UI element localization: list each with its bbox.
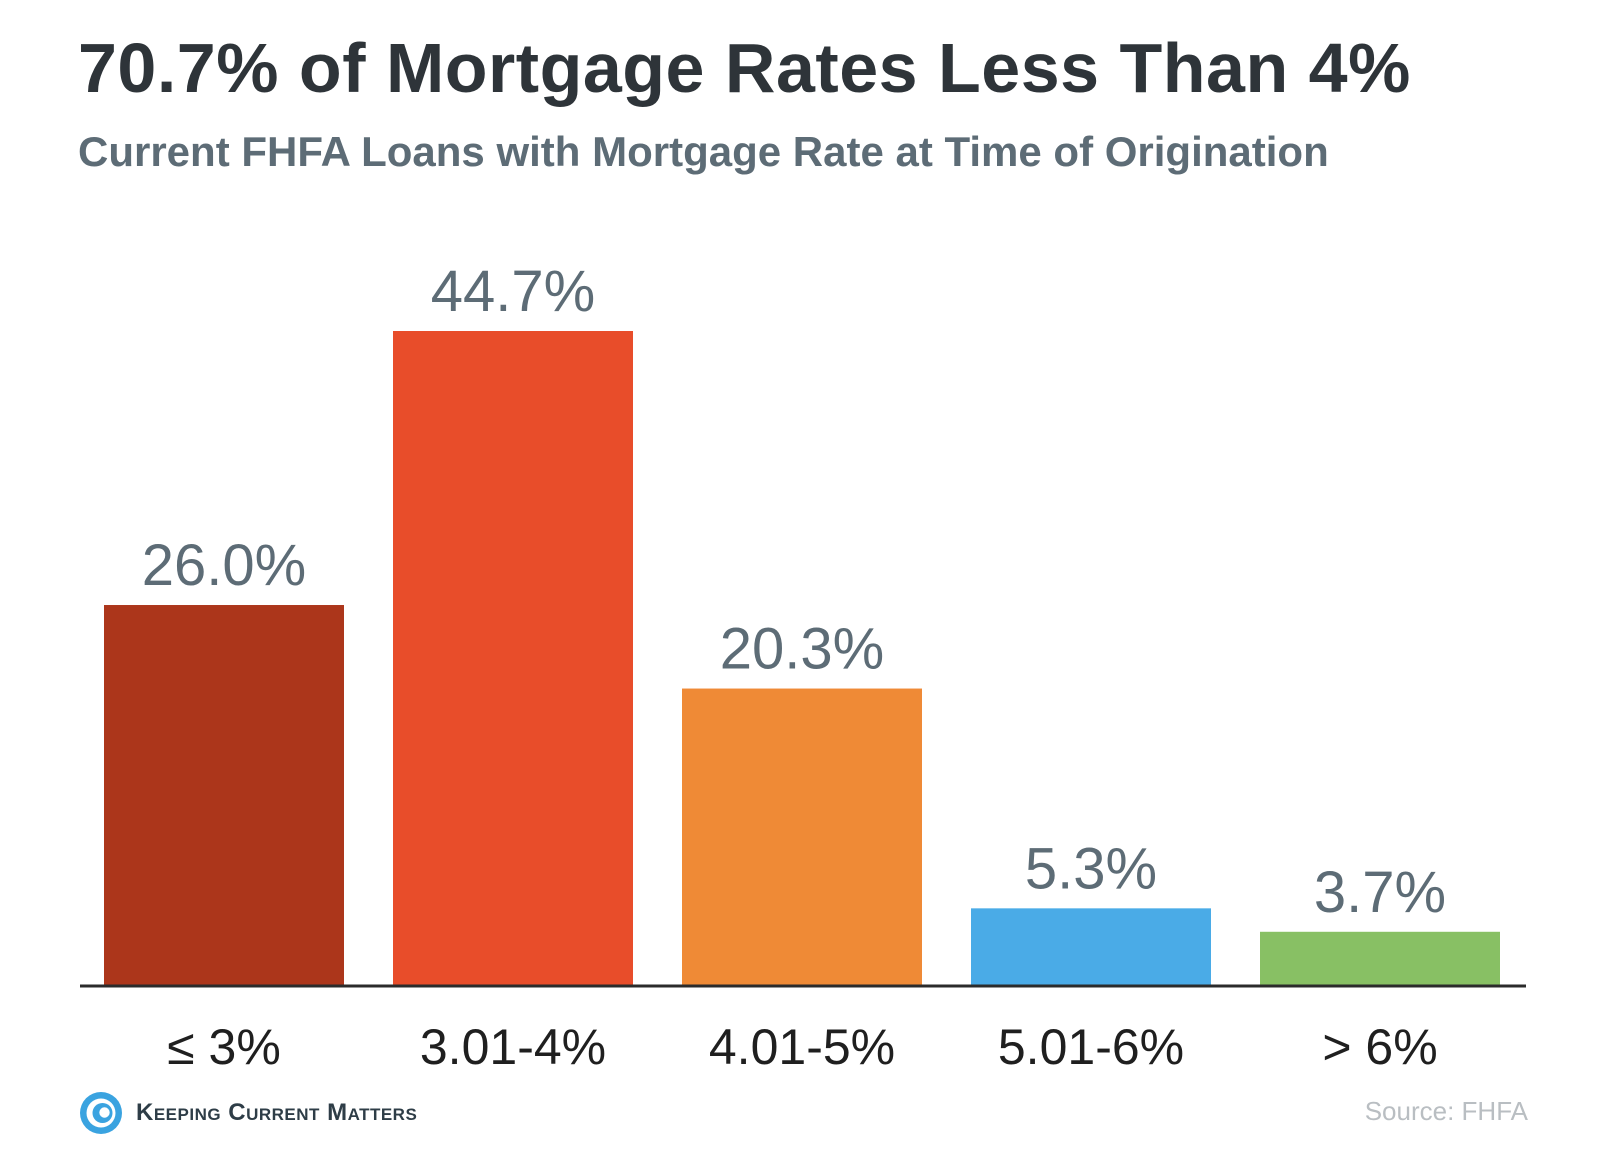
category-label-2: 3.01-4% <box>420 1019 606 1075</box>
category-labels-layer: ≤ 3% 3.01-4% 4.01-5% 5.01-6% > 6% <box>167 1019 1437 1075</box>
bars-layer <box>104 331 1500 986</box>
bar-2 <box>393 331 633 986</box>
category-label-4: 5.01-6% <box>998 1019 1184 1075</box>
brand-name: Keeping Current Matters <box>136 1099 418 1126</box>
category-label-5: > 6% <box>1322 1019 1437 1075</box>
category-label-3: 4.01-5% <box>709 1019 895 1075</box>
bar-3 <box>682 688 922 986</box>
category-label-1: ≤ 3% <box>167 1019 281 1075</box>
swirl-logo-icon <box>80 1092 122 1134</box>
bar-1 <box>104 605 344 986</box>
source-note: Source: FHFA <box>1364 1096 1528 1126</box>
data-label-4: 5.3% <box>1025 836 1157 901</box>
chart-subtitle: Current FHFA Loans with Mortgage Rate at… <box>78 128 1329 175</box>
data-label-1: 26.0% <box>142 533 306 598</box>
bar-4 <box>971 908 1211 986</box>
data-label-2: 44.7% <box>431 259 595 324</box>
bar-5 <box>1260 931 1500 986</box>
chart-title: 70.7% of Mortgage Rates Less Than 4% <box>78 29 1411 107</box>
data-label-5: 3.7% <box>1314 860 1446 925</box>
value-labels-layer: 26.0% 44.7% 20.3% 5.3% 3.7% <box>142 259 1446 925</box>
data-label-3: 20.3% <box>720 617 884 682</box>
brand-logo: Keeping Current Matters <box>78 1088 417 1138</box>
